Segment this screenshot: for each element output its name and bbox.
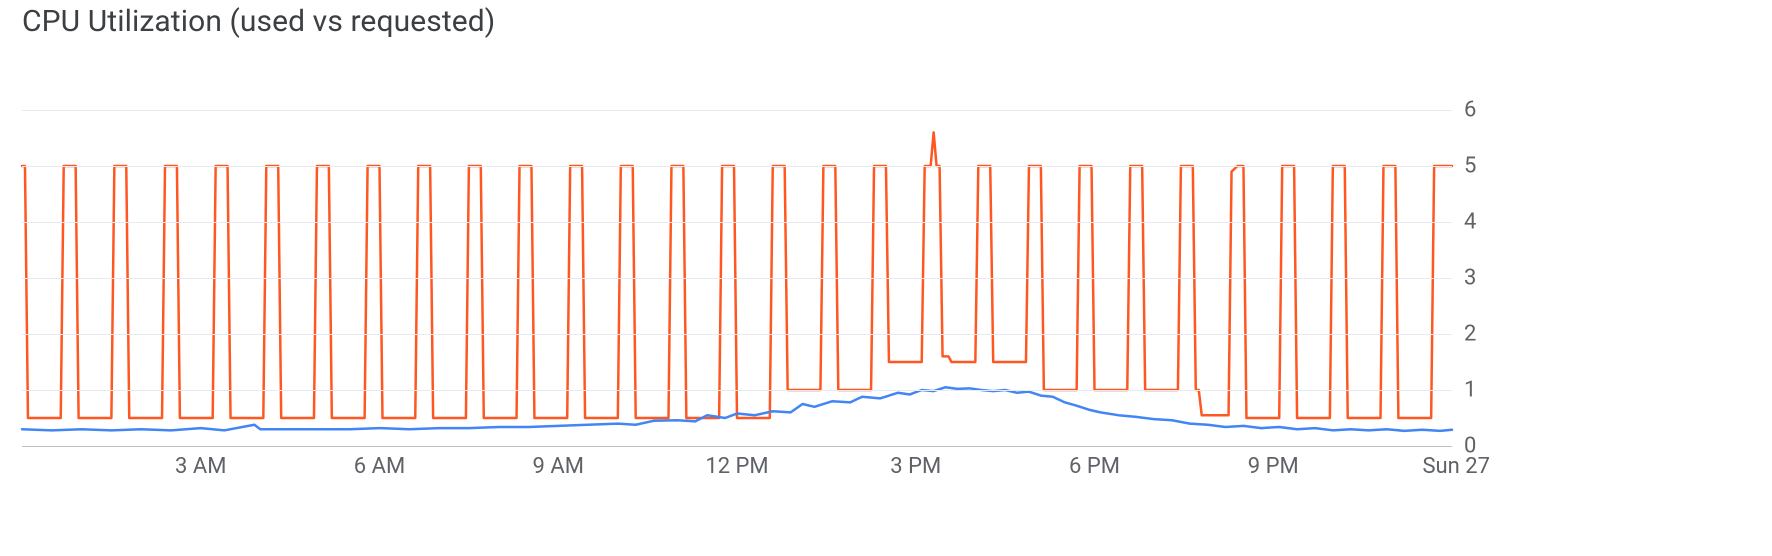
gridline [22, 390, 1452, 391]
x-tick-label: 9 AM [533, 454, 584, 479]
y-tick-label: 3 [1464, 266, 1476, 291]
x-tick-label: 3 AM [175, 454, 226, 479]
y-tick-label: 2 [1464, 322, 1476, 347]
x-tick-label: Sun 27 [1422, 454, 1490, 479]
chart-title: CPU Utilization (used vs requested) [22, 4, 495, 39]
y-tick-label: 5 [1464, 154, 1476, 179]
x-tick-label: 6 AM [354, 454, 405, 479]
gridline [22, 166, 1452, 167]
y-tick-label: 6 [1464, 98, 1476, 123]
x-tick-label: 9 PM [1248, 454, 1299, 479]
gridline [22, 278, 1452, 279]
y-tick-label: 1 [1464, 378, 1476, 403]
x-axis-line [22, 446, 1452, 447]
series-requested [22, 132, 1452, 418]
x-tick-label: 12 PM [705, 454, 768, 479]
y-tick-label: 4 [1464, 210, 1476, 235]
plot-area[interactable] [22, 110, 1452, 446]
gridline [22, 334, 1452, 335]
chart-panel: CPU Utilization (used vs requested) 0123… [0, 0, 1772, 556]
x-tick-label: 3 PM [890, 454, 941, 479]
x-tick-label: 6 PM [1069, 454, 1120, 479]
gridline [22, 110, 1452, 111]
gridline [22, 222, 1452, 223]
